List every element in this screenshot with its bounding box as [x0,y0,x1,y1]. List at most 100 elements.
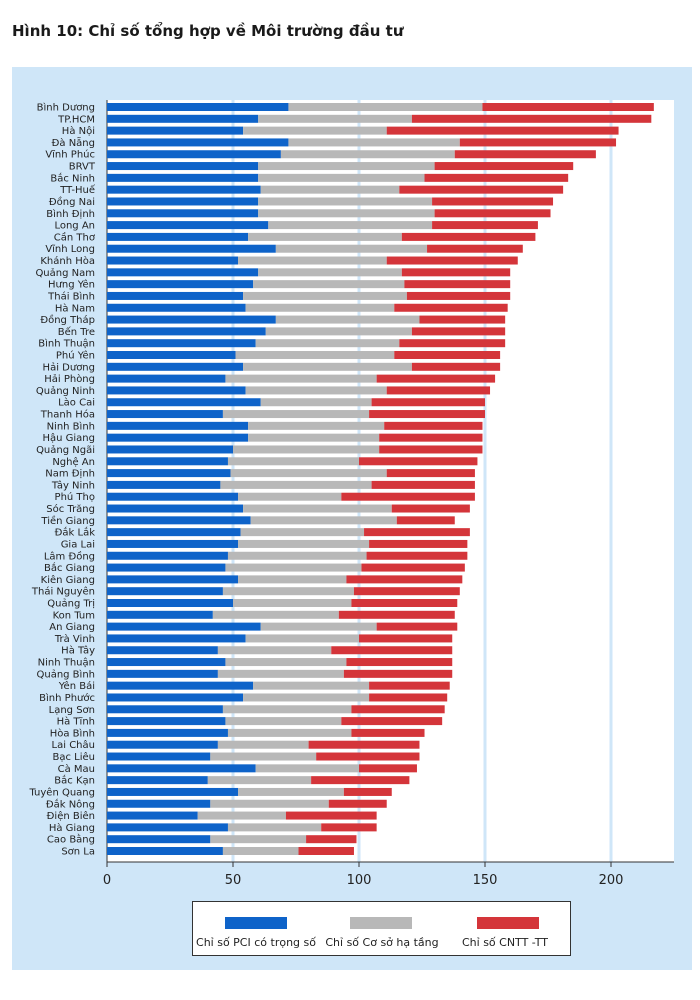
bar-segment-pci [107,398,261,407]
bar-segment-infra [258,197,433,206]
category-label: Lạng Sơn [49,705,95,716]
category-label: Hà Nam [55,302,95,314]
category-label: Long An [54,221,95,232]
category-label: Hà Tĩnh [57,716,95,728]
bar-segment-infra [243,362,412,371]
bar-segment-pci [107,563,226,572]
category-label: Bình Thuận [38,338,95,350]
bar-segment-infra [225,717,342,726]
category-label: TT-Huế [59,184,96,196]
category-label: Quảng Ngãi [36,444,95,456]
bar-segment-pci [107,268,259,277]
category-label: Hậu Giang [42,432,95,444]
category-label: Tây Ninh [51,479,95,491]
bar-segment-pci [107,126,244,135]
bar-segment-it [394,303,508,312]
bar-segment-infra [210,752,317,761]
category-label: Lâm Đồng [44,550,95,562]
bar-segment-it [308,740,420,749]
category-label: Thanh Hóa [40,409,95,421]
bar-segment-infra [238,787,344,796]
bar-segment-infra [258,162,435,171]
bar-segment-infra [238,539,370,548]
bar-segment-it [459,138,617,147]
bar-segment-infra [288,138,460,147]
bar-segment-pci [107,599,233,607]
figure-title: Hình 10: Chỉ số tổng hợp về Môi trường đ… [12,22,404,40]
bar-segment-pci [107,740,218,749]
bar-segment-infra [230,469,387,478]
bar-segment-it [379,445,483,454]
bar-segment-it [343,669,453,678]
bar-segment-it [351,599,458,607]
bar-segment-infra [222,410,370,419]
bar-segment-infra [253,280,405,289]
category-label: Hà Tây [61,645,95,657]
category-label: Lào Cai [58,397,95,409]
bar-segment-pci [107,185,261,194]
bar-segment-infra [243,291,407,300]
bar-segment-it [427,244,523,253]
bar-segment-it [399,339,506,348]
bar-segment-pci [107,374,226,383]
bar-segment-infra [260,622,377,631]
bar-segment-it [386,256,518,265]
bar-segment-infra [253,681,370,690]
bar-segment-pci [107,693,244,702]
category-label: BRVT [69,162,96,173]
bar-segment-pci [107,315,276,324]
category-label: Hưng Yên [48,279,95,291]
bar-segment-it [364,528,470,537]
bar-segment-infra [238,492,342,501]
category-label: Phú Thọ [55,491,95,503]
bar-segment-pci [107,256,239,265]
bar-segment-pci [107,303,246,312]
bar-segment-it [316,752,420,761]
category-label: Tuyên Quang [28,786,95,798]
category-label: Quảng Bình [36,668,95,680]
category-label: Đà Nẵng [52,136,95,149]
bar-segment-it [399,185,564,194]
bar-segment-infra [260,185,400,194]
bar-segment-infra [197,811,286,820]
x-tick-label: 200 [599,873,624,888]
category-label: Sơn La [61,847,95,858]
bar-segment-it [369,693,448,702]
bar-segment-infra [245,634,359,643]
bar-segment-pci [107,752,211,761]
category-label: Hải Phòng [44,373,95,385]
bar-segment-pci [107,103,289,111]
bar-segment-it [343,787,392,796]
bar-segment-it [369,539,468,548]
category-label: Bình Phước [39,692,95,704]
bar-segment-it [401,268,511,277]
bar-segment-pci [107,847,223,855]
category-label: Hải Dương [43,361,95,373]
category-label: Điện Biên [47,810,95,822]
bar-segment-pci [107,504,244,513]
category-label: Thái Nguyên [31,586,95,598]
bar-segment-infra [243,693,370,702]
bar-segment-pci [107,469,231,478]
bar-segment-pci [107,173,259,182]
bar-segment-pci [107,575,239,584]
bar-segment-infra [225,658,347,667]
bar-segment-infra [245,303,395,312]
bar-segment-it [386,126,619,135]
bar-segment-it [311,776,410,785]
bar-segment-it [434,162,574,171]
category-label: Kon Tum [53,610,95,621]
chart-legend: Chỉ số PCI có trọng số Chỉ số Cơ sở hạ t… [192,901,571,956]
bar-segment-it [346,575,463,584]
category-label: Nam Định [45,469,95,480]
bar-segment-it [353,587,460,596]
bar-segment-infra [225,563,362,572]
bar-segment-infra [248,433,380,442]
bar-segment-it [386,469,475,478]
bar-segment-pci [107,162,259,171]
category-label: Quảng Ninh [36,385,95,397]
bar-segment-infra [258,268,402,277]
category-label: Đồng Tháp [40,314,95,326]
category-label: Quảng Trị [47,598,95,610]
